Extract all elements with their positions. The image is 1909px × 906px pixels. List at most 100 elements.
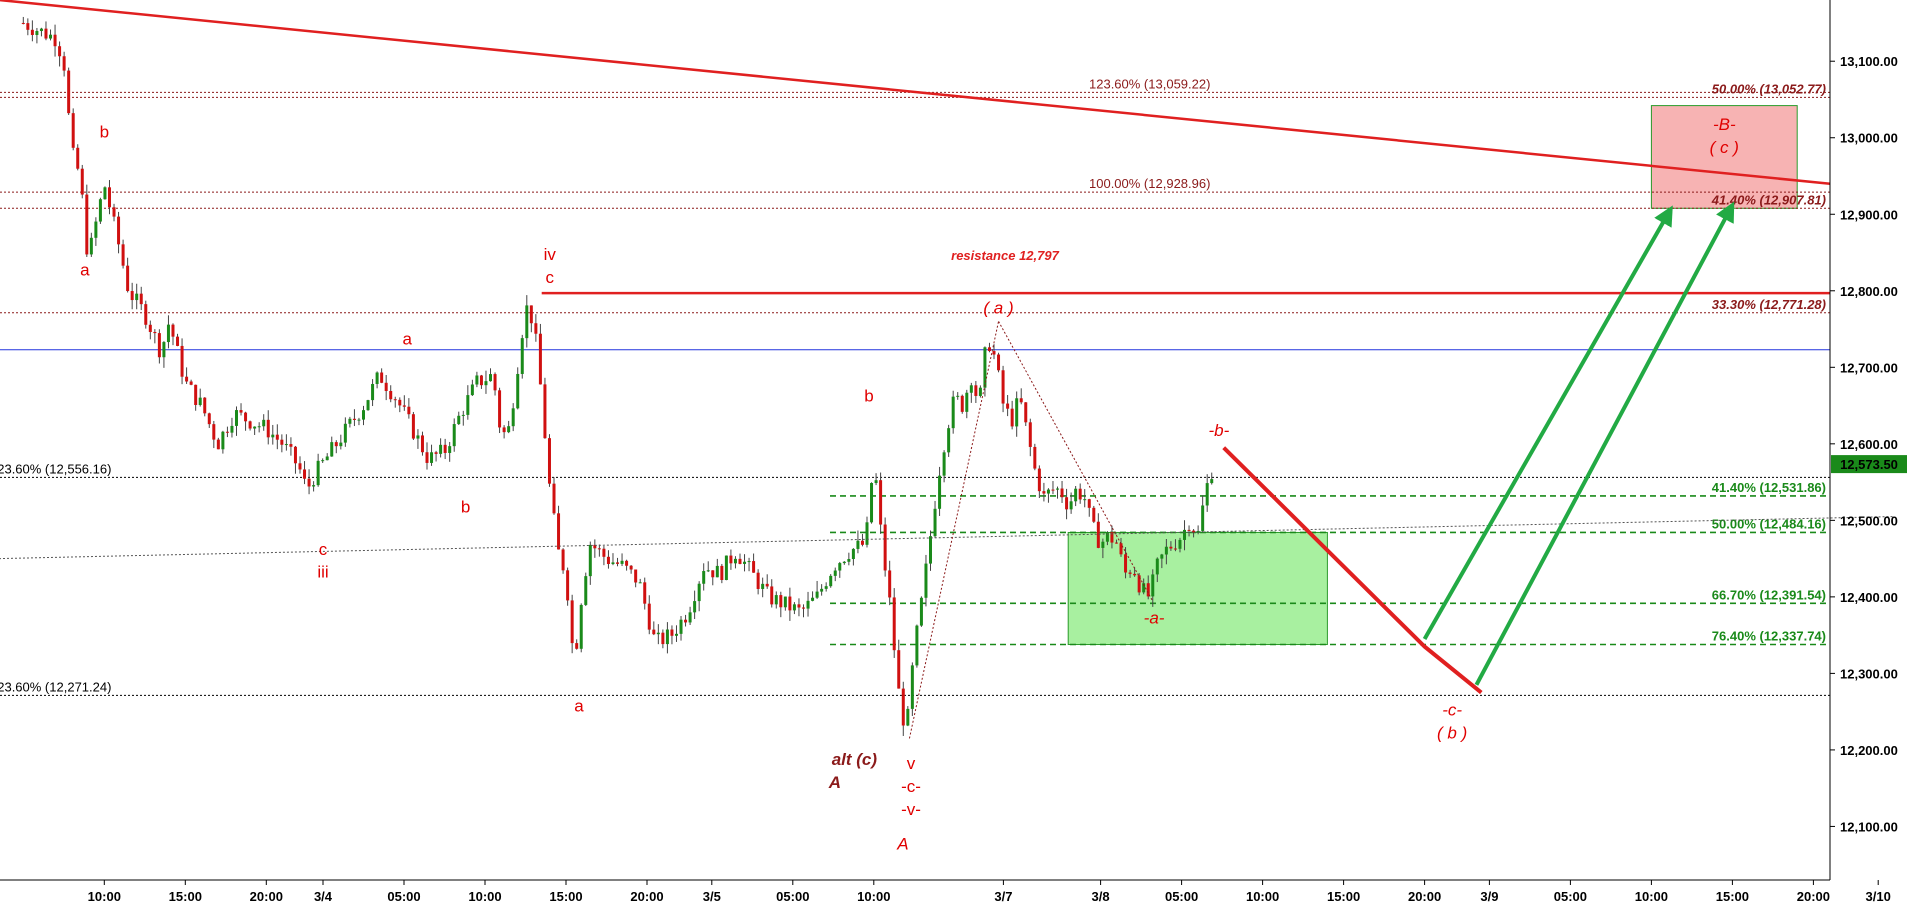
projection-green-arrow	[1422, 205, 1673, 640]
candle-body	[402, 405, 406, 407]
trendlines-layer	[0, 0, 1895, 739]
candle-body	[897, 650, 901, 689]
candle-body	[838, 563, 842, 571]
candle-body	[135, 293, 139, 301]
candle-body	[674, 633, 678, 636]
wave-label: ( b )	[1437, 723, 1467, 742]
wave-label: -a-	[1144, 609, 1165, 628]
candle-body	[1006, 403, 1010, 409]
candle-body	[44, 28, 48, 39]
candle-body	[693, 601, 697, 613]
candle-body	[720, 565, 724, 581]
candle-body	[139, 293, 143, 305]
candle-body	[289, 444, 293, 447]
candle-body	[1173, 548, 1177, 550]
x-tick-label: 05:00	[387, 889, 420, 904]
candle-body	[80, 168, 84, 195]
candle-body	[1142, 583, 1146, 593]
candle-body	[792, 604, 796, 611]
y-tick-label: 12,900.00	[1840, 207, 1898, 222]
wave-label: iv	[544, 245, 557, 264]
candle-body	[420, 435, 424, 453]
candle-body	[1187, 529, 1191, 531]
candle-body	[244, 412, 248, 422]
candle-body	[239, 410, 243, 413]
candle-body	[511, 408, 515, 427]
x-tick-label: 10:00	[1246, 889, 1279, 904]
candle-body	[1196, 530, 1200, 533]
candle-body	[507, 426, 511, 433]
candle-body	[670, 629, 674, 636]
fib-level-label: 323.60% (12,271.24)	[0, 679, 111, 694]
candle-body	[207, 413, 211, 425]
candle-body	[98, 199, 102, 222]
candle-body	[960, 395, 964, 412]
candle-body	[570, 600, 574, 644]
candle-body	[1033, 446, 1037, 469]
candle-body	[847, 559, 851, 562]
candle-body	[144, 304, 148, 325]
candle-body	[983, 347, 987, 388]
wave-label: -c-	[901, 777, 921, 796]
candle-body	[788, 596, 792, 611]
candle-body	[430, 452, 434, 463]
candle-body	[434, 452, 438, 454]
candle-body	[761, 583, 765, 589]
candle-body	[1074, 488, 1078, 502]
wave-label: c	[319, 540, 328, 559]
candle-body	[257, 426, 261, 428]
candle-body	[343, 423, 347, 443]
candle-body	[189, 381, 193, 385]
fib-level-label: 41.40% (12,907.81)	[1711, 192, 1826, 207]
fib-level-label: 66.70% (12,391.54)	[1712, 587, 1826, 602]
candle-body	[166, 324, 170, 343]
y-tick-label: 12,600.00	[1840, 437, 1898, 452]
candle-body	[801, 607, 805, 609]
wave-label: b	[461, 498, 470, 517]
fib-level-label: 50.00% (13,052.77)	[1712, 81, 1826, 96]
candle-body	[1101, 541, 1105, 548]
candle-body	[126, 265, 130, 292]
candle-body	[879, 480, 883, 525]
candle-body	[706, 570, 710, 572]
candle-body	[357, 419, 361, 421]
last-price-label: 12,573.50	[1840, 457, 1898, 472]
candle-body	[616, 562, 620, 564]
price-layer	[21, 16, 1214, 736]
candle-body	[307, 478, 311, 487]
candle-body	[375, 372, 379, 384]
x-tick-label: 20:00	[630, 889, 663, 904]
candle-body	[1001, 370, 1005, 404]
candle-body	[906, 708, 910, 726]
wave-label: a	[403, 329, 413, 348]
candle-body	[697, 583, 701, 602]
candle-body	[58, 46, 62, 57]
candle-body	[479, 375, 483, 386]
candle-body	[234, 410, 238, 426]
candle-body	[910, 665, 914, 709]
candle-body	[262, 419, 266, 427]
fib-level-label: 123.60% (13,059.22)	[1089, 76, 1210, 91]
y-tick-label: 12,800.00	[1840, 284, 1898, 299]
wave-label: alt (c)	[832, 750, 878, 769]
candle-body	[625, 560, 629, 566]
candle-body	[715, 565, 719, 578]
x-tick-label: 15:00	[549, 889, 582, 904]
candle-body	[724, 555, 728, 581]
candle-body	[942, 452, 946, 476]
candle-body	[157, 333, 161, 358]
x-tick-label: 3/7	[994, 889, 1012, 904]
x-tick-label: 3/9	[1480, 889, 1498, 904]
candle-body	[1133, 573, 1137, 576]
candle-body	[992, 351, 996, 355]
candle-body	[575, 643, 579, 649]
fib-level-label: 223.60% (12,556.16)	[0, 461, 111, 476]
candle-body	[216, 439, 220, 450]
candle-body	[947, 428, 951, 453]
x-tick-label: 15:00	[1716, 889, 1749, 904]
wave-label: -v-	[901, 800, 921, 819]
x-tick-label: 15:00	[1327, 889, 1360, 904]
candle-body	[579, 604, 583, 649]
candle-body	[747, 561, 751, 563]
candle-body	[176, 336, 180, 346]
